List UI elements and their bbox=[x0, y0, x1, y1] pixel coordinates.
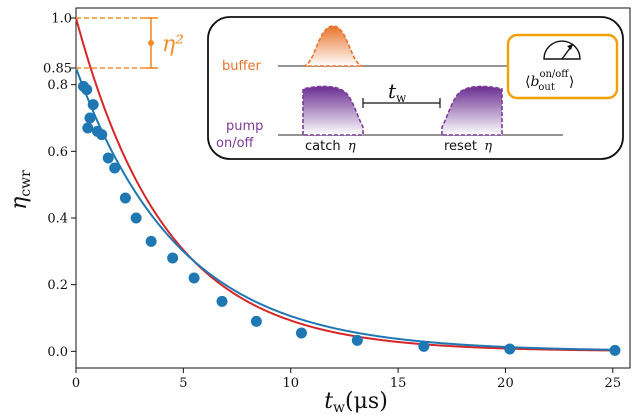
data-point bbox=[96, 129, 108, 141]
eta-squared-label: η² bbox=[162, 32, 184, 57]
catch-pulse bbox=[302, 85, 364, 136]
data-point bbox=[216, 295, 228, 307]
ref-tick-label: 1.0 bbox=[51, 12, 72, 27]
pump-label-1: pump bbox=[226, 119, 263, 134]
eta-annotation: η² bbox=[76, 17, 184, 69]
meter-icon bbox=[543, 40, 581, 60]
catch-label: catch η bbox=[305, 138, 356, 154]
data-point bbox=[81, 84, 93, 96]
data-point bbox=[82, 122, 94, 134]
data-point bbox=[167, 252, 179, 264]
y-tick-label: 0.4 bbox=[47, 212, 68, 227]
readout-box bbox=[506, 33, 619, 100]
reset-eta: η bbox=[484, 139, 492, 154]
pump-label-2: on/off bbox=[216, 136, 255, 151]
buffer-pulse bbox=[302, 25, 364, 67]
reset-pulse bbox=[441, 85, 503, 136]
x-tick-label: 0 bbox=[72, 376, 80, 391]
y-tick-label: 0.8 bbox=[47, 78, 68, 93]
data-point bbox=[109, 162, 121, 174]
y-axis-title: ηcwr bbox=[7, 170, 34, 210]
y-tick-label: 0.2 bbox=[47, 278, 68, 293]
catch-word: catch bbox=[305, 139, 341, 154]
x-tick-label: 25 bbox=[605, 376, 622, 391]
catch-eta: η bbox=[348, 139, 356, 154]
data-points bbox=[78, 80, 621, 356]
data-point bbox=[418, 340, 430, 352]
data-point bbox=[130, 212, 142, 224]
x-tick-label: 20 bbox=[497, 376, 514, 391]
reset-word: reset bbox=[444, 139, 477, 154]
data-point bbox=[504, 343, 516, 355]
data-point bbox=[250, 315, 262, 327]
data-point bbox=[119, 192, 131, 204]
data-point bbox=[87, 99, 99, 111]
ref-tick-label: 0.85 bbox=[43, 62, 72, 77]
fit-curve bbox=[75, 67, 618, 351]
data-point bbox=[609, 344, 621, 356]
theory-curve bbox=[75, 17, 618, 352]
plot-frame bbox=[75, 7, 631, 369]
data-point bbox=[84, 112, 96, 124]
x-tick-label: 15 bbox=[390, 376, 407, 391]
x-axis-title: tw(μs) bbox=[324, 389, 388, 415]
axis-ticks: 0 5 10 15 20 25 0.0 0.2 0.4 0.6 0.8 1.0 0.85 bbox=[43, 12, 621, 392]
buffer-label: buffer bbox=[222, 59, 261, 74]
curves bbox=[75, 17, 618, 352]
y-tick-label: 0.6 bbox=[47, 145, 68, 160]
data-point bbox=[188, 272, 200, 284]
data-point bbox=[295, 327, 307, 339]
x-tick-label: 5 bbox=[179, 376, 187, 391]
reset-label: reset η bbox=[444, 138, 492, 154]
inset-diagram: buffer pump on/off tw catch η reset η ⟨b bbox=[207, 16, 624, 160]
data-point bbox=[145, 235, 157, 247]
y-tick-label: 0.0 bbox=[47, 345, 68, 360]
data-point bbox=[102, 152, 114, 164]
eta-bracket-dot bbox=[148, 40, 154, 46]
data-point bbox=[351, 334, 363, 346]
x-tick-label: 10 bbox=[282, 376, 299, 391]
